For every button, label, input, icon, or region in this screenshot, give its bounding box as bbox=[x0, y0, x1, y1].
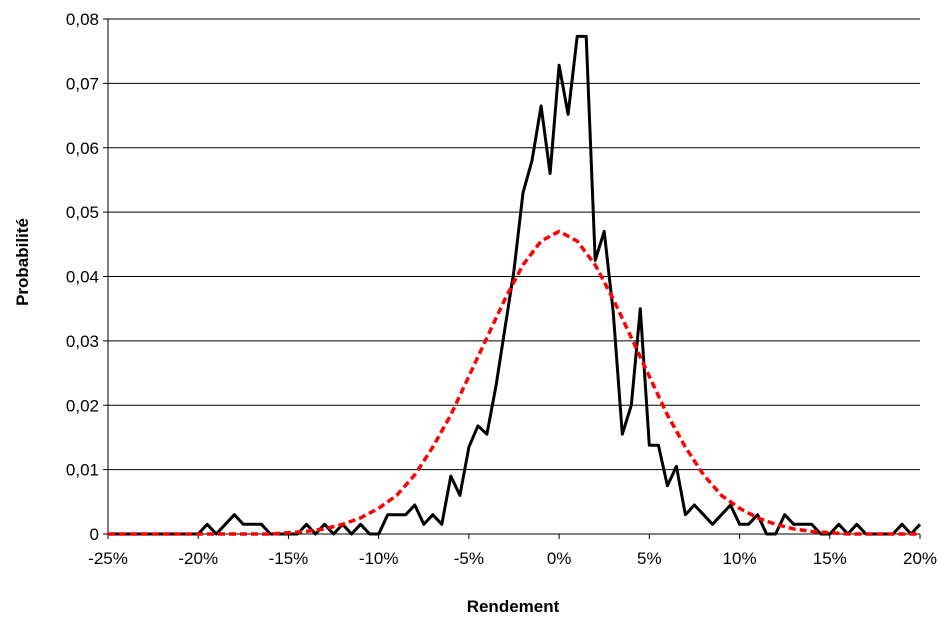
x-tick-label-5: 0% bbox=[547, 549, 572, 568]
x-tick-label-3: -10% bbox=[359, 549, 399, 568]
y-tick-label-7: 0,07 bbox=[66, 74, 99, 93]
y-tick-label-1: 0,01 bbox=[66, 461, 99, 480]
x-tick-label-2: -15% bbox=[269, 549, 309, 568]
x-tick-label-4: -5% bbox=[454, 549, 484, 568]
x-tick-label-1: -20% bbox=[178, 549, 218, 568]
tick-labels: 0 0,01 0,02 0,03 0,04 0,05 0,06 0,07 0,08 -25% -20… bbox=[66, 10, 937, 568]
grid-lines bbox=[108, 18, 920, 471]
x-tick-label-9: 20% bbox=[903, 549, 937, 568]
y-tick-label-5: 0,05 bbox=[66, 203, 99, 222]
y-tick-label-3: 0,03 bbox=[66, 332, 99, 351]
y-tick-label-4: 0,04 bbox=[66, 268, 99, 287]
x-tick-label-8: 15% bbox=[813, 549, 847, 568]
x-tick-label-0: -25% bbox=[88, 549, 128, 568]
series-line-0 bbox=[108, 34, 922, 536]
x-tick-label-7: 10% bbox=[723, 549, 757, 568]
y-tick-label-2: 0,02 bbox=[66, 396, 99, 415]
y-axis-title: Probabilité bbox=[13, 218, 32, 306]
y-tick-label-6: 0,06 bbox=[66, 139, 99, 158]
series-line-1 bbox=[108, 229, 920, 536]
x-axis-title: Rendement bbox=[467, 597, 560, 616]
y-tick-label-8: 0,08 bbox=[66, 10, 99, 29]
series-group bbox=[108, 34, 922, 536]
y-tick-label-0: 0 bbox=[90, 525, 99, 544]
x-tick-label-6: 5% bbox=[637, 549, 662, 568]
